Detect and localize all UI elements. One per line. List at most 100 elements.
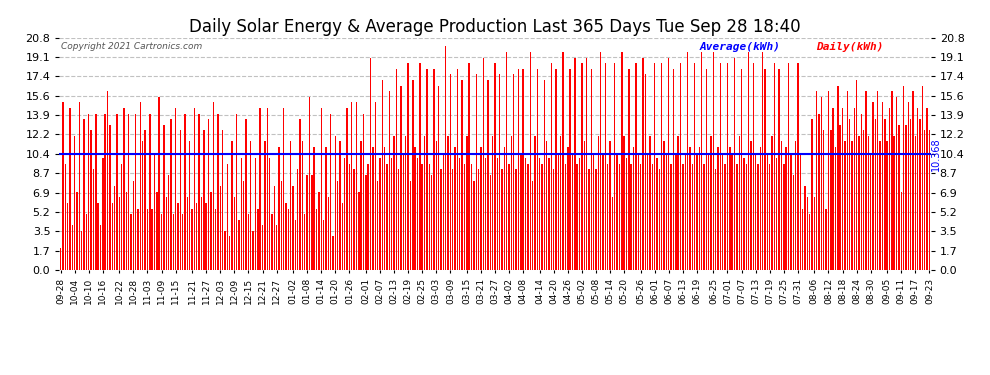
Bar [116, 114, 118, 270]
Bar [689, 147, 691, 270]
Bar [560, 136, 561, 270]
Bar [330, 114, 332, 270]
Text: 10.368: 10.368 [931, 137, 940, 171]
Bar [882, 102, 883, 270]
Bar [539, 158, 541, 270]
Bar [261, 225, 263, 270]
Bar [523, 69, 524, 270]
Bar [545, 141, 547, 270]
Bar [217, 114, 219, 270]
Bar [858, 136, 859, 270]
Bar [340, 141, 341, 270]
Bar [471, 164, 472, 270]
Bar [107, 91, 108, 270]
Bar [241, 158, 243, 270]
Bar [553, 170, 554, 270]
Bar [651, 164, 653, 270]
Bar [288, 209, 289, 270]
Bar [220, 186, 221, 270]
Bar [362, 114, 364, 270]
Bar [764, 69, 765, 270]
Bar [886, 141, 888, 270]
Bar [687, 52, 688, 270]
Bar [905, 124, 907, 270]
Bar [400, 86, 402, 270]
Bar [673, 69, 674, 270]
Bar [264, 141, 265, 270]
Bar [694, 63, 695, 270]
Bar [833, 108, 834, 270]
Bar [252, 231, 253, 270]
Bar [151, 209, 152, 270]
Bar [809, 214, 811, 270]
Bar [100, 225, 101, 270]
Bar [431, 175, 433, 270]
Bar [160, 214, 162, 270]
Bar [665, 153, 667, 270]
Bar [821, 97, 822, 270]
Bar [830, 130, 832, 270]
Bar [677, 136, 679, 270]
Bar [807, 197, 808, 270]
Bar [475, 74, 477, 270]
Bar [434, 69, 435, 270]
Bar [273, 186, 275, 270]
Bar [309, 97, 310, 270]
Bar [295, 220, 296, 270]
Bar [490, 175, 491, 270]
Bar [358, 192, 359, 270]
Bar [499, 74, 500, 270]
Bar [562, 52, 563, 270]
Bar [257, 209, 258, 270]
Bar [860, 114, 862, 270]
Bar [908, 102, 909, 270]
Bar [492, 136, 493, 270]
Bar [259, 108, 261, 270]
Bar [766, 153, 768, 270]
Bar [398, 170, 399, 270]
Bar [297, 170, 298, 270]
Bar [741, 69, 742, 270]
Bar [532, 181, 534, 270]
Bar [743, 158, 744, 270]
Bar [692, 164, 693, 270]
Bar [346, 108, 347, 270]
Bar [179, 130, 181, 270]
Bar [649, 136, 650, 270]
Bar [548, 158, 549, 270]
Bar [142, 141, 144, 270]
Bar [206, 203, 207, 270]
Bar [912, 91, 914, 270]
Bar [778, 69, 780, 270]
Bar [278, 147, 279, 270]
Bar [76, 192, 78, 270]
Bar [530, 52, 531, 270]
Bar [246, 119, 247, 270]
Bar [222, 130, 224, 270]
Bar [785, 147, 787, 270]
Bar [290, 141, 291, 270]
Bar [518, 69, 519, 270]
Bar [586, 58, 587, 270]
Bar [168, 175, 169, 270]
Bar [417, 158, 418, 270]
Bar [729, 147, 731, 270]
Bar [656, 158, 657, 270]
Bar [316, 209, 317, 270]
Bar [889, 108, 890, 270]
Bar [654, 63, 655, 270]
Bar [184, 114, 186, 270]
Bar [544, 80, 545, 270]
Bar [344, 158, 346, 270]
Bar [93, 170, 94, 270]
Bar [419, 63, 421, 270]
Bar [870, 153, 871, 270]
Bar [353, 170, 354, 270]
Bar [355, 102, 357, 270]
Bar [497, 158, 498, 270]
Bar [438, 86, 440, 270]
Bar [153, 153, 155, 270]
Bar [588, 170, 590, 270]
Bar [243, 181, 245, 270]
Bar [182, 214, 183, 270]
